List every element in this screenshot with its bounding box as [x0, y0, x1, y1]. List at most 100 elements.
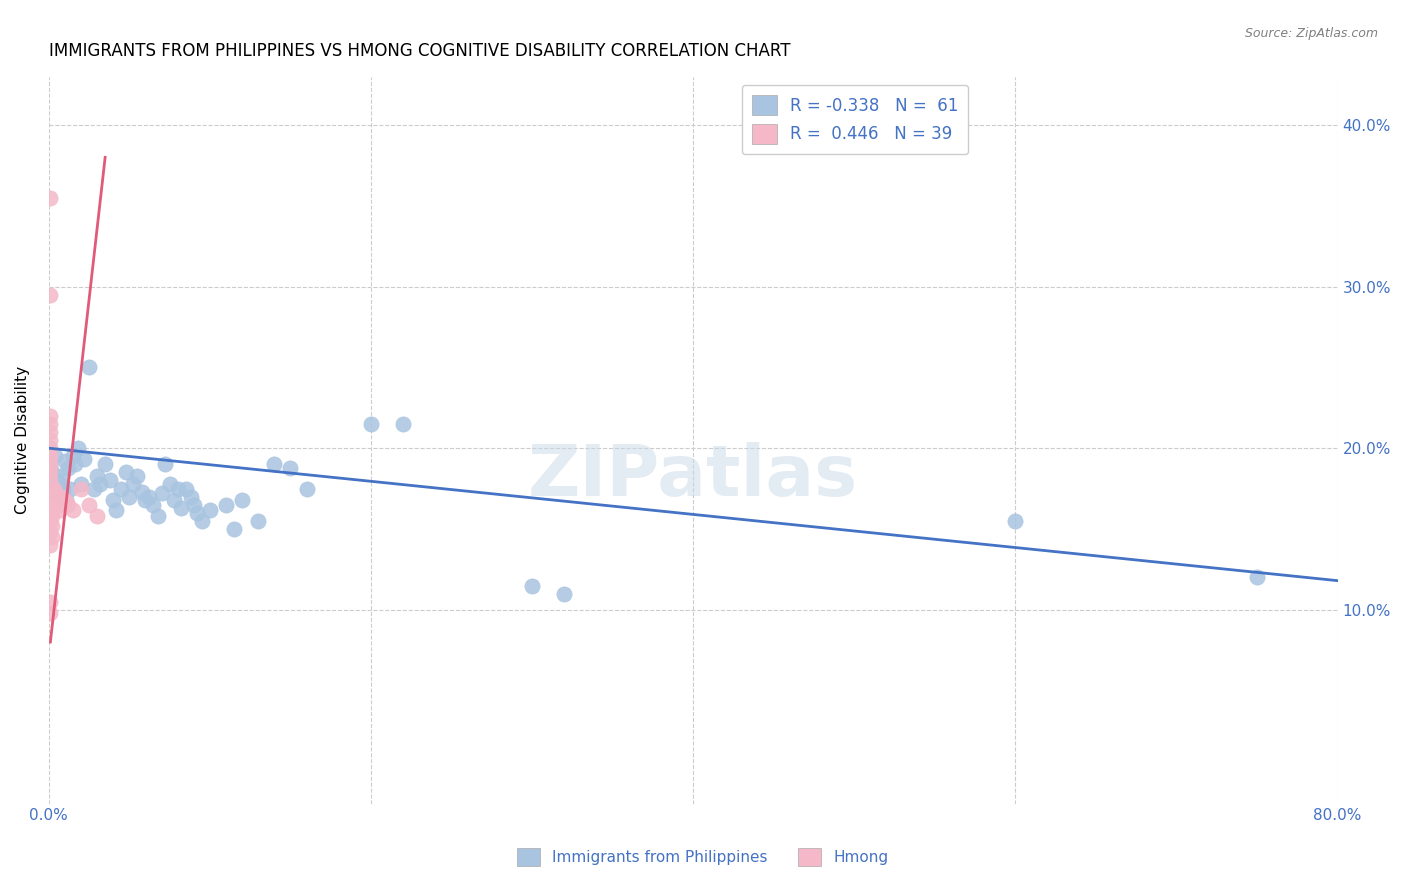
Point [148, 509, 170, 524]
Point [138, 490, 160, 504]
Point [63, 458, 86, 472]
Point [51, 468, 73, 483]
Point [1246, 570, 1268, 584]
Point [98, 474, 121, 488]
Point [39, 287, 62, 301]
Point [62, 502, 84, 516]
Point [45, 492, 67, 507]
Point [191, 514, 214, 528]
Point [186, 506, 208, 520]
Point [59, 482, 82, 496]
Point [105, 502, 128, 516]
Point [39, 525, 62, 540]
Point [86, 468, 108, 483]
Point [49, 502, 72, 516]
Point [41, 509, 63, 524]
Point [39, 441, 62, 455]
Point [39, 466, 62, 480]
Point [103, 492, 125, 507]
Point [39, 191, 62, 205]
Point [66, 441, 89, 455]
Point [222, 522, 245, 536]
Point [42, 482, 65, 496]
Point [247, 514, 270, 528]
Point [55, 492, 77, 507]
Point [39, 486, 62, 500]
Point [166, 482, 188, 496]
Point [49, 476, 72, 491]
Point [121, 476, 143, 491]
Text: IMMIGRANTS FROM PHILIPPINES VS HMONG COGNITIVE DISABILITY CORRELATION CHART: IMMIGRANTS FROM PHILIPPINES VS HMONG COG… [49, 42, 790, 60]
Point [39, 538, 62, 552]
Point [48, 498, 70, 512]
Point [39, 458, 62, 472]
Point [70, 476, 93, 491]
Point [73, 452, 96, 467]
Y-axis label: Cognitive Disability: Cognitive Disability [15, 366, 30, 514]
Point [142, 498, 165, 512]
Point [39, 474, 62, 488]
Point [41, 518, 63, 533]
Legend: R = -0.338   N =  61, R =  0.446   N = 39: R = -0.338 N = 61, R = 0.446 N = 39 [742, 85, 969, 154]
Point [39, 450, 62, 464]
Point [77, 360, 100, 375]
Point [174, 482, 197, 496]
Point [39, 492, 62, 507]
Point [41, 490, 63, 504]
Point [51, 490, 73, 504]
Point [150, 486, 173, 500]
Point [39, 417, 62, 431]
Point [42, 482, 65, 496]
Text: ZIPatlas: ZIPatlas [529, 442, 858, 511]
Point [159, 476, 181, 491]
Point [41, 500, 63, 515]
Point [62, 450, 84, 464]
Point [163, 492, 186, 507]
Legend: Immigrants from Philippines, Hmong: Immigrants from Philippines, Hmong [508, 838, 898, 875]
Point [263, 458, 285, 472]
Point [41, 466, 63, 480]
Point [39, 433, 62, 447]
Point [41, 482, 63, 496]
Point [180, 490, 202, 504]
Point [553, 586, 575, 600]
Point [39, 595, 62, 609]
Point [86, 509, 108, 524]
Point [1004, 514, 1026, 528]
Point [39, 514, 62, 528]
Point [215, 498, 238, 512]
Text: Source: ZipAtlas.com: Source: ZipAtlas.com [1244, 27, 1378, 40]
Point [89, 476, 111, 491]
Point [44, 486, 66, 500]
Point [153, 458, 176, 472]
Point [44, 450, 66, 464]
Point [127, 468, 149, 483]
Point [94, 458, 117, 472]
Point [131, 484, 153, 499]
Point [53, 454, 76, 468]
Point [48, 486, 70, 500]
Point [280, 460, 302, 475]
Point [360, 417, 382, 431]
Point [39, 425, 62, 439]
Point [134, 492, 156, 507]
Point [170, 500, 193, 515]
Point [42, 492, 65, 507]
Point [39, 482, 62, 496]
Point [231, 492, 253, 507]
Point [39, 498, 62, 512]
Point [392, 417, 415, 431]
Point [198, 502, 221, 516]
Point [83, 482, 105, 496]
Point [39, 409, 62, 423]
Point [56, 460, 79, 475]
Point [39, 606, 62, 620]
Point [110, 482, 132, 496]
Point [52, 482, 75, 496]
Point [70, 482, 93, 496]
Point [45, 474, 67, 488]
Point [41, 530, 63, 544]
Point [295, 482, 318, 496]
Point [56, 498, 79, 512]
Point [77, 498, 100, 512]
